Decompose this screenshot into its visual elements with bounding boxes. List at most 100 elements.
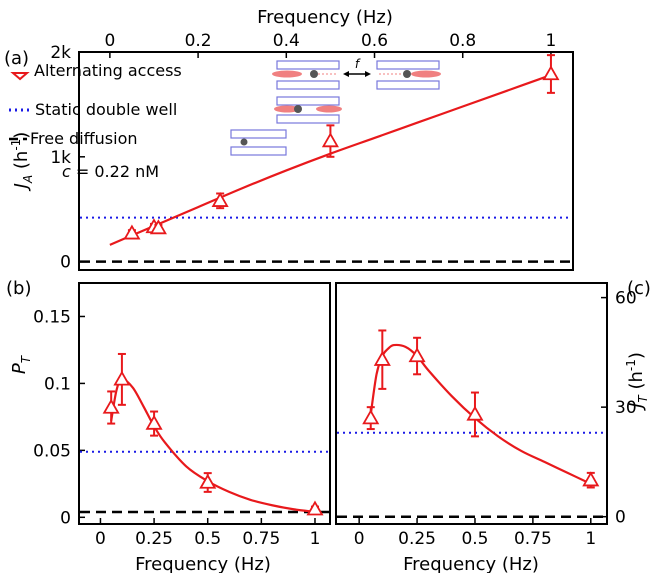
panel-a-reference-lines <box>80 216 572 263</box>
panel-c-ylabel-var: J <box>626 403 647 411</box>
x-tick-label: 0.25 <box>135 529 173 549</box>
x-tick-label: 0.25 <box>398 529 436 549</box>
x-tick-label: 0.8 <box>449 31 476 51</box>
panel-b-data-points <box>102 352 324 516</box>
panel-b-frame <box>78 282 331 525</box>
x-tick-label: 0 <box>104 31 115 51</box>
panel-a-ylabel-unit-sup: -1 <box>9 139 23 151</box>
y-tick-label: 1k <box>50 148 71 168</box>
data-point-triangle <box>199 473 217 489</box>
channel-top-left <box>276 60 340 70</box>
annotation-rest: = 0.22 nM <box>71 162 159 181</box>
data-point-triangle <box>582 471 600 487</box>
panel-c-frame <box>335 282 608 525</box>
panel-a-data-points <box>123 54 560 240</box>
legend-free-label: Free diffusion <box>30 129 138 148</box>
panel-b-ylabel: PT <box>9 354 33 374</box>
data-point-triangle <box>211 192 229 207</box>
panel-a-top-xlabel: Frequency (Hz) <box>257 7 393 28</box>
panel-c-xlabel: Frequency (Hz) <box>403 554 539 573</box>
panel-c-ylabel-unit-end: ) <box>626 352 647 359</box>
panel-c-ylabel: JT (h-1) <box>624 352 650 411</box>
y-tick-label: 0 <box>60 508 71 528</box>
data-point-triangle <box>149 219 167 235</box>
panel-a-ylabel-var: J <box>11 183 32 191</box>
blob-right <box>411 70 441 78</box>
data-point-triangle <box>466 405 484 421</box>
panel-c-data-points <box>362 329 600 489</box>
panel-c: (c) 0 30 60 0 0.25 0.5 0.75 1 JT (h-1) Frequen… <box>337 278 651 573</box>
panel-b-ylabel-sub: T <box>19 354 33 363</box>
panel-c-ylabel-unit-sup: -1 <box>624 359 638 371</box>
legend-triangle-marker <box>10 72 30 81</box>
panel-c-ylabel-sub: T <box>636 394 650 403</box>
data-point-triangle <box>306 500 324 516</box>
y-tick-label: 0.05 <box>33 441 71 461</box>
panel-a-x-ticks: 0 0.2 0.4 0.6 0.8 1 <box>104 31 556 58</box>
static-channel-bottom <box>276 114 340 124</box>
y-tick-label: 0.15 <box>33 307 71 327</box>
panel-a-label: (a) <box>4 48 29 69</box>
legend-alternating-label: Alternating access <box>34 61 182 80</box>
y-tick-label: 0 <box>60 253 71 273</box>
data-point-triangle <box>123 224 141 240</box>
static-blob-left <box>274 105 300 113</box>
panel-a-ylabel: JA (h-1) <box>9 132 35 192</box>
x-tick-label: 0 <box>354 529 365 549</box>
y-tick-label: 30 <box>615 398 637 418</box>
panel-a-ylabel-unit: (h <box>11 151 32 175</box>
annotation-var: c <box>62 162 71 181</box>
channel-bottom-left <box>276 80 340 90</box>
panel-a-ylabel-sub: A <box>21 175 35 184</box>
panel-a-annotation: c = 0.22 nM <box>62 162 159 181</box>
particle-left <box>310 70 318 78</box>
frequency-f-label: f <box>355 57 361 71</box>
data-point-triangle <box>321 132 339 148</box>
particle-right <box>403 70 411 78</box>
panel-a-frame <box>78 51 574 271</box>
schematic-static-double-well <box>274 96 342 124</box>
panel-b-fit-curve <box>110 378 316 514</box>
x-tick-label: 1 <box>310 529 321 549</box>
data-point-triangle <box>102 398 120 414</box>
panel-b-xlabel: Frequency (Hz) <box>135 554 271 573</box>
x-tick-label: 1 <box>546 31 557 51</box>
channel-bottom-right <box>376 80 440 90</box>
x-tick-label: 0.4 <box>273 31 300 51</box>
x-tick-label: 0.2 <box>185 31 212 51</box>
free-particle <box>240 138 248 146</box>
static-channel-top <box>276 96 340 106</box>
panel-a-legend: Alternating access Static double well Fr… <box>9 61 182 181</box>
panel-a-ylabel-unit-end: ) <box>11 132 32 139</box>
panel-c-ylabel-unit: (h <box>626 371 647 395</box>
x-tick-label: 1 <box>585 529 596 549</box>
x-tick-label: 0.75 <box>242 529 280 549</box>
panel-a-y-ticks: 0 1k 2k <box>50 43 85 273</box>
arrow-head-left <box>343 71 349 77</box>
x-tick-label: 0.5 <box>461 529 488 549</box>
panel-c-fit-curve <box>369 343 592 485</box>
data-point-triangle <box>113 370 131 386</box>
panel-c-reference-lines <box>337 431 606 518</box>
x-tick-label: 0 <box>95 529 106 549</box>
panel-b-label: (b) <box>6 278 31 299</box>
y-tick-label: 0.1 <box>44 374 71 394</box>
panel-b-reference-lines <box>80 450 329 514</box>
channel-top-right <box>376 60 440 70</box>
panel-b-x-ticks: 0 0.25 0.5 0.75 1 <box>95 518 320 549</box>
alternating-access-fit <box>110 378 316 514</box>
data-point-triangle <box>542 65 560 81</box>
legend-static-label: Static double well <box>35 100 177 119</box>
panel-c-x-ticks: 0 0.25 0.5 0.75 1 <box>354 518 596 549</box>
panel-b-ylabel-var: P <box>9 363 30 374</box>
panel-c-label: (c) <box>627 278 651 299</box>
x-tick-label: 0.5 <box>194 529 221 549</box>
free-channel-top <box>230 129 287 139</box>
schematic-free-diffusion <box>230 129 287 156</box>
alternating-access-fit <box>369 343 592 485</box>
static-particle <box>294 105 302 113</box>
data-point-triangle <box>362 409 380 425</box>
free-channel-bottom <box>230 146 287 156</box>
